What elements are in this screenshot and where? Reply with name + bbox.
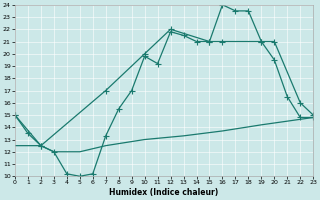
X-axis label: Humidex (Indice chaleur): Humidex (Indice chaleur): [109, 188, 219, 197]
